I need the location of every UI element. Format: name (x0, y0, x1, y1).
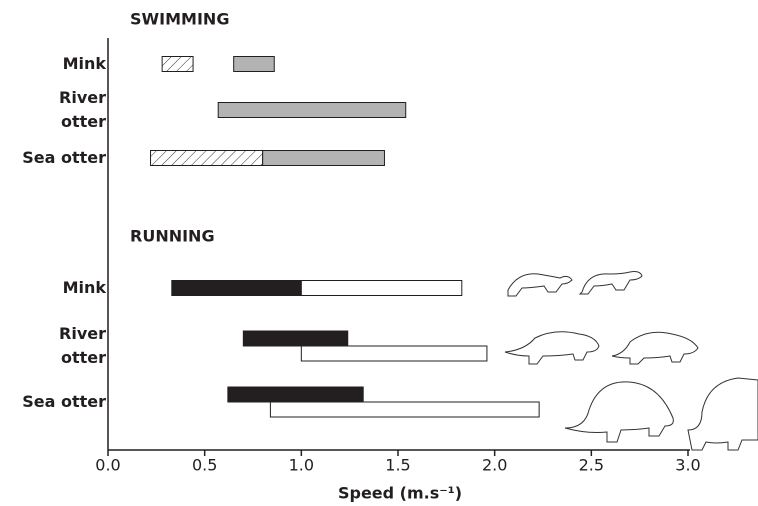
range-bar (233, 56, 275, 72)
row-label: Mink (62, 54, 106, 73)
range-bar (150, 150, 264, 166)
range-bar (262, 150, 385, 166)
row-label: River otter (59, 88, 106, 131)
range-bar (300, 280, 463, 296)
range-bar (161, 56, 194, 72)
range-bar (242, 330, 349, 347)
range-bar (217, 102, 407, 118)
x-tick-label: 2.5 (579, 456, 604, 475)
row-label: River otter (59, 324, 106, 367)
row-label: Sea otter (22, 392, 106, 411)
range-bar (171, 280, 302, 296)
section-title: RUNNING (130, 227, 215, 246)
row-label: Sea otter (22, 148, 106, 167)
range-bar (227, 386, 364, 403)
x-axis-label: Speed (m.s⁻¹) (338, 484, 462, 503)
section-title: SWIMMING (130, 10, 229, 29)
row-label: Mink (62, 278, 106, 297)
animal-icons (504, 271, 758, 451)
x-tick-label: 0.0 (95, 456, 120, 475)
x-tick-label: 1.5 (385, 456, 410, 475)
range-bar (300, 345, 488, 362)
x-tick-label: 0.5 (192, 456, 217, 475)
x-tick-label: 1.0 (289, 456, 314, 475)
x-tick-label: 2.0 (482, 456, 507, 475)
x-tick-label: 3.0 (675, 456, 700, 475)
range-bar (269, 401, 540, 418)
